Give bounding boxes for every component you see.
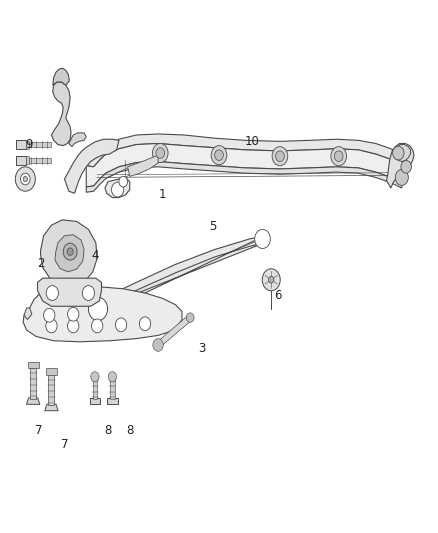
Circle shape <box>108 372 117 382</box>
Circle shape <box>262 269 280 290</box>
Circle shape <box>395 169 408 185</box>
Polygon shape <box>41 220 97 288</box>
Polygon shape <box>110 377 115 399</box>
Circle shape <box>92 319 103 333</box>
Polygon shape <box>95 236 265 317</box>
Circle shape <box>67 308 79 321</box>
Circle shape <box>276 151 284 161</box>
Circle shape <box>67 248 73 255</box>
Polygon shape <box>86 161 402 192</box>
Polygon shape <box>69 133 86 147</box>
Circle shape <box>119 176 127 187</box>
Polygon shape <box>387 143 414 188</box>
Circle shape <box>334 151 343 161</box>
Circle shape <box>46 286 58 301</box>
Polygon shape <box>16 140 26 149</box>
Polygon shape <box>105 177 130 198</box>
Circle shape <box>67 319 79 333</box>
Circle shape <box>82 286 95 301</box>
Polygon shape <box>26 157 29 165</box>
Text: 3: 3 <box>198 342 205 355</box>
Polygon shape <box>55 235 84 272</box>
Text: 8: 8 <box>104 424 112 438</box>
Text: 7: 7 <box>35 424 42 438</box>
Circle shape <box>91 372 99 382</box>
Polygon shape <box>16 156 26 165</box>
Circle shape <box>44 309 55 322</box>
Text: 7: 7 <box>61 438 68 450</box>
Polygon shape <box>90 398 100 405</box>
Circle shape <box>152 143 168 163</box>
Polygon shape <box>38 278 102 306</box>
Text: 10: 10 <box>244 135 259 148</box>
Circle shape <box>88 297 108 320</box>
Polygon shape <box>107 398 117 405</box>
Text: 1: 1 <box>159 189 166 201</box>
Circle shape <box>401 160 411 173</box>
Circle shape <box>46 319 57 333</box>
Polygon shape <box>48 375 54 405</box>
Polygon shape <box>28 362 39 368</box>
Circle shape <box>23 176 28 182</box>
Circle shape <box>15 167 35 191</box>
Text: 8: 8 <box>126 424 134 438</box>
Polygon shape <box>86 143 402 187</box>
Polygon shape <box>51 82 71 146</box>
Circle shape <box>116 318 127 332</box>
Polygon shape <box>86 134 406 167</box>
Circle shape <box>63 243 77 260</box>
Text: 5: 5 <box>209 220 216 233</box>
Circle shape <box>331 147 346 166</box>
Circle shape <box>21 173 30 185</box>
Circle shape <box>139 317 151 330</box>
Circle shape <box>211 146 227 165</box>
Polygon shape <box>53 68 69 85</box>
Polygon shape <box>127 155 158 176</box>
Polygon shape <box>46 368 57 375</box>
Text: 4: 4 <box>91 249 99 262</box>
Circle shape <box>272 147 288 166</box>
Circle shape <box>254 229 270 248</box>
Polygon shape <box>64 139 119 193</box>
Polygon shape <box>24 308 32 319</box>
Polygon shape <box>92 377 97 399</box>
Text: 9: 9 <box>25 138 32 151</box>
Circle shape <box>268 277 274 283</box>
Text: 2: 2 <box>37 257 44 270</box>
Circle shape <box>112 182 124 197</box>
Circle shape <box>156 148 165 158</box>
Polygon shape <box>395 144 410 161</box>
Polygon shape <box>45 404 58 411</box>
Polygon shape <box>156 315 192 348</box>
Polygon shape <box>23 287 182 342</box>
Polygon shape <box>26 141 29 149</box>
Polygon shape <box>29 142 51 147</box>
Text: 6: 6 <box>274 289 282 302</box>
Circle shape <box>215 150 223 160</box>
Circle shape <box>392 146 404 160</box>
Polygon shape <box>30 368 36 399</box>
Polygon shape <box>29 158 51 163</box>
Polygon shape <box>26 398 40 405</box>
Circle shape <box>186 313 194 322</box>
Circle shape <box>153 338 163 351</box>
